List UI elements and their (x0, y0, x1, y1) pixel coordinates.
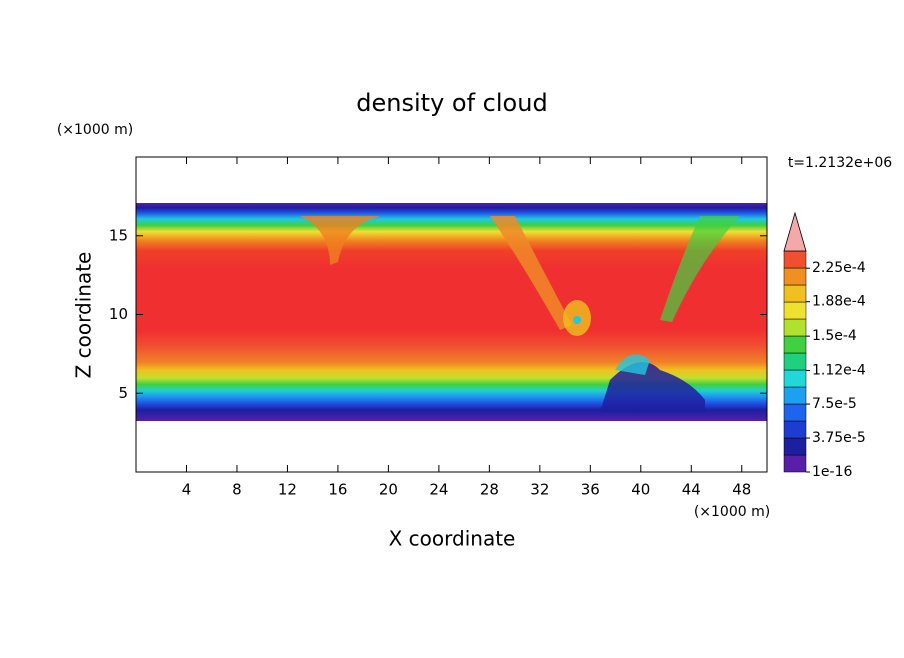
y-axis-label: Z coordinate (72, 252, 96, 379)
colorbar-label: 1.88e-4 (812, 294, 866, 310)
field-feature (300, 216, 380, 265)
colorbar-bin (783, 301, 807, 320)
y-tick-label: 5 (118, 384, 128, 402)
x-tick-label: 8 (232, 481, 242, 499)
x-tick-label: 28 (480, 481, 499, 499)
colorbar-label: 1.12e-4 (812, 363, 866, 379)
field-feature (490, 216, 572, 330)
colorbar-bin (783, 454, 807, 473)
colorbar-bin (783, 369, 807, 388)
x-tick-label: 40 (631, 481, 650, 499)
x-tick-label: 12 (278, 481, 297, 499)
y-tick-label: 10 (109, 305, 128, 323)
colorbar-label: 1.5e-4 (812, 328, 857, 344)
x-tick-label: 36 (581, 481, 600, 499)
colorbar-bin (783, 437, 807, 456)
colorbar-label: 2.25e-4 (812, 260, 866, 276)
x-tick-label: 24 (429, 481, 448, 499)
x-tick-label: 4 (182, 481, 192, 499)
x-tick-label: 48 (732, 481, 751, 499)
x-unit: (×1000 m) (694, 504, 770, 520)
field (136, 203, 767, 421)
colorbar-label: 1e-16 (812, 464, 852, 480)
time-label: t=1.2132e+06 (788, 155, 892, 171)
field-feature (615, 354, 650, 375)
field-feature (660, 216, 740, 322)
colorbar-bin (783, 386, 807, 405)
colorbar-bin (783, 267, 807, 286)
y-tick-label: 15 (109, 226, 128, 244)
field-feature (600, 362, 705, 412)
y-unit: (×1000 m) (57, 122, 133, 138)
colorbar-bin (783, 284, 807, 303)
colorbar-bin (783, 318, 807, 337)
x-tick-label: 44 (682, 481, 701, 499)
colorbar-extend (783, 211, 807, 252)
x-tick-label: 32 (530, 481, 549, 499)
field-feature (573, 316, 581, 324)
colorbar-bin (783, 403, 807, 422)
colorbar-label: 7.5e-5 (812, 396, 857, 412)
x-tick-label: 20 (379, 481, 398, 499)
colorbar-bin (783, 420, 807, 439)
colorbar-label: 3.75e-5 (812, 430, 866, 446)
colorbar-bin (783, 335, 807, 354)
colorbar-bin (783, 250, 807, 269)
colorbar-bin (783, 352, 807, 371)
x-tick-label: 16 (328, 481, 347, 499)
chart-title: density of cloud (356, 89, 547, 117)
x-axis-label: X coordinate (389, 527, 516, 551)
